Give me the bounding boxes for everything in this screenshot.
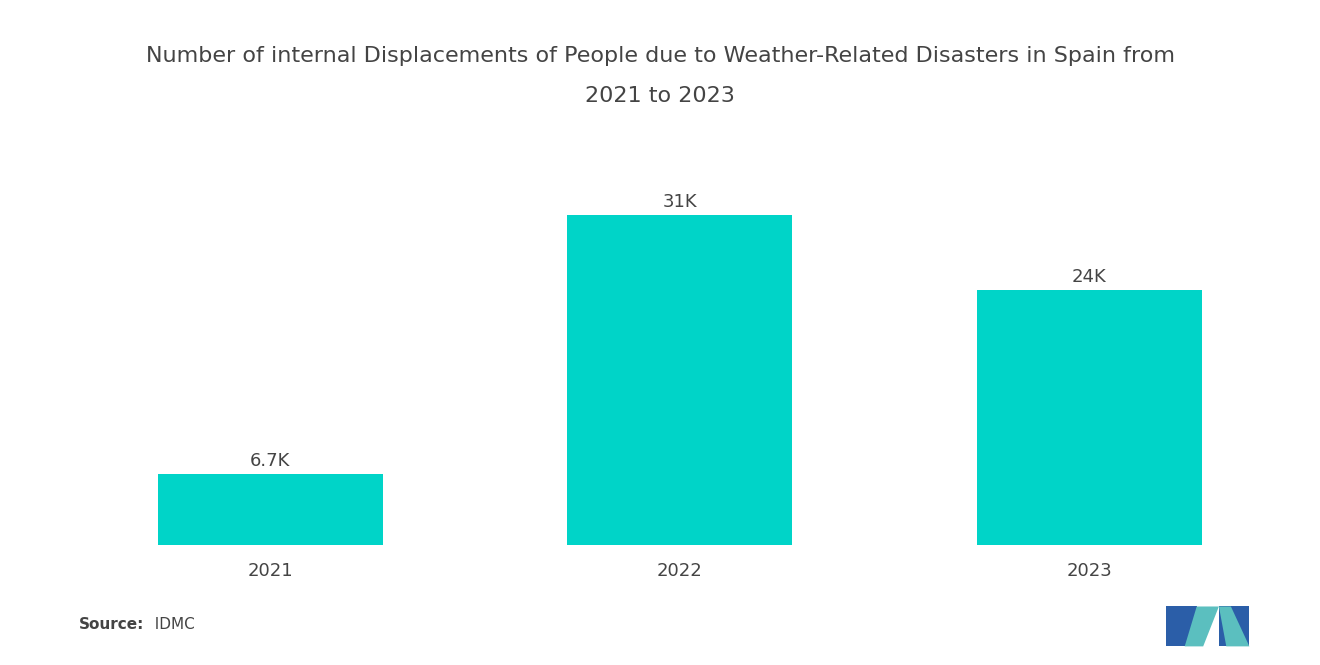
Polygon shape — [1218, 606, 1250, 646]
Text: Source:: Source: — [79, 616, 145, 632]
Text: 31K: 31K — [663, 194, 697, 211]
Text: IDMC: IDMC — [145, 616, 195, 632]
Polygon shape — [1184, 606, 1218, 646]
Bar — [158, 474, 383, 545]
Text: 24K: 24K — [1072, 268, 1106, 286]
Bar — [568, 215, 792, 545]
Bar — [977, 290, 1201, 545]
Polygon shape — [1218, 606, 1250, 646]
Polygon shape — [1166, 606, 1197, 646]
Text: Number of internal Displacements of People due to Weather-Related Disasters in S: Number of internal Displacements of Peop… — [145, 47, 1175, 66]
Text: 6.7K: 6.7K — [251, 452, 290, 469]
Text: 2021 to 2023: 2021 to 2023 — [585, 86, 735, 106]
